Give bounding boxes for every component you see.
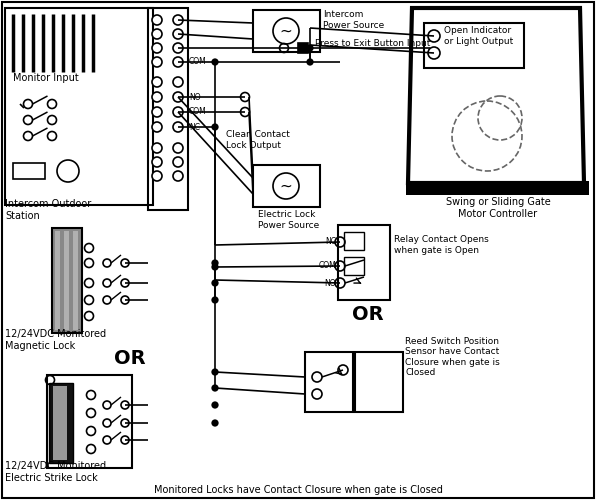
Text: Intercom
Power Source: Intercom Power Source xyxy=(323,10,384,29)
Text: Reed Switch Position
Sensor have Contact
Closure when gate is
Closed: Reed Switch Position Sensor have Contact… xyxy=(405,337,500,377)
Circle shape xyxy=(307,45,313,51)
Text: NC: NC xyxy=(189,122,200,132)
Bar xyxy=(253,10,320,52)
Circle shape xyxy=(152,15,162,25)
Circle shape xyxy=(173,107,183,117)
Circle shape xyxy=(152,43,162,53)
Text: 12/24VDC Monitored
Magnetic Lock: 12/24VDC Monitored Magnetic Lock xyxy=(5,329,106,351)
Text: Relay Contact Opens
when gate is Open: Relay Contact Opens when gate is Open xyxy=(394,236,489,255)
Text: NO: NO xyxy=(189,92,201,102)
Text: Electric Lock
Power Source: Electric Lock Power Source xyxy=(258,210,319,230)
Circle shape xyxy=(152,57,162,67)
Bar xyxy=(47,375,132,468)
Bar xyxy=(73,231,78,330)
Text: COM: COM xyxy=(189,108,207,116)
Circle shape xyxy=(212,260,218,266)
Circle shape xyxy=(212,402,218,408)
Bar xyxy=(338,225,390,300)
Bar xyxy=(49,383,73,463)
Text: Monitor Input: Monitor Input xyxy=(13,73,79,83)
Bar xyxy=(148,8,188,210)
Bar xyxy=(13,163,45,179)
Circle shape xyxy=(152,122,162,132)
Circle shape xyxy=(173,15,183,25)
Text: Intercom Outdoor
Station: Intercom Outdoor Station xyxy=(5,199,91,221)
Text: ~: ~ xyxy=(280,24,293,38)
Circle shape xyxy=(152,143,162,153)
Text: OR: OR xyxy=(352,306,384,324)
Circle shape xyxy=(173,77,183,87)
Text: ~: ~ xyxy=(280,178,293,194)
Circle shape xyxy=(212,420,218,426)
Circle shape xyxy=(212,297,218,303)
Bar xyxy=(424,23,524,68)
Bar xyxy=(53,386,67,460)
Text: OR: OR xyxy=(114,348,146,368)
Text: NO: NO xyxy=(324,278,336,287)
Circle shape xyxy=(152,157,162,167)
Bar xyxy=(64,231,69,330)
Text: Open Indicator
or Light Output: Open Indicator or Light Output xyxy=(444,26,513,46)
Circle shape xyxy=(173,122,183,132)
Circle shape xyxy=(173,143,183,153)
Circle shape xyxy=(212,369,218,375)
Circle shape xyxy=(152,29,162,39)
Circle shape xyxy=(173,171,183,181)
Bar xyxy=(344,232,364,250)
Text: Press to Exit Button Input: Press to Exit Button Input xyxy=(315,38,430,48)
Bar xyxy=(355,352,403,412)
Text: 12/24VDC Monitored
Electric Strike Lock: 12/24VDC Monitored Electric Strike Lock xyxy=(5,461,106,483)
Bar xyxy=(52,228,82,333)
Circle shape xyxy=(152,92,162,102)
Circle shape xyxy=(173,29,183,39)
Circle shape xyxy=(173,57,183,67)
Text: Monitored Locks have Contact Closure when gate is Closed: Monitored Locks have Contact Closure whe… xyxy=(154,485,442,495)
Text: Swing or Sliding Gate
Motor Controller: Swing or Sliding Gate Motor Controller xyxy=(446,197,550,219)
Circle shape xyxy=(212,280,218,286)
Text: Clean Contact
Lock Output: Clean Contact Lock Output xyxy=(226,130,290,150)
Circle shape xyxy=(173,92,183,102)
Text: NC: NC xyxy=(325,238,336,246)
Bar xyxy=(298,43,308,53)
Circle shape xyxy=(212,385,218,391)
Circle shape xyxy=(307,59,313,65)
Circle shape xyxy=(152,77,162,87)
Circle shape xyxy=(173,43,183,53)
Circle shape xyxy=(212,59,218,65)
Circle shape xyxy=(152,171,162,181)
Text: COM: COM xyxy=(318,262,336,270)
Circle shape xyxy=(173,157,183,167)
Circle shape xyxy=(212,124,218,130)
Text: COM: COM xyxy=(189,58,207,66)
Bar xyxy=(5,8,153,205)
Bar xyxy=(406,181,589,195)
Bar xyxy=(305,352,353,412)
Bar xyxy=(253,165,320,207)
Bar xyxy=(55,231,60,330)
Bar xyxy=(344,257,364,275)
Circle shape xyxy=(212,264,218,270)
Circle shape xyxy=(152,107,162,117)
